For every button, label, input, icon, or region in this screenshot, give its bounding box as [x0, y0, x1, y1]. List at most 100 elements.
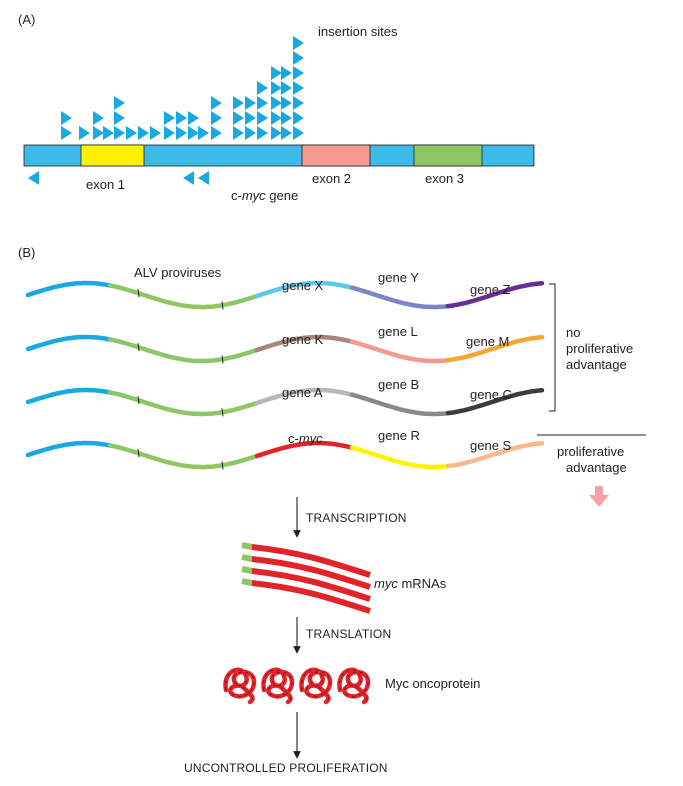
myc-oncoprotein-icon — [337, 667, 371, 705]
provirus-boundary-tick — [221, 301, 224, 310]
insertion-site-arrow-icon — [93, 126, 104, 140]
no-advantage-line1: no — [566, 325, 580, 340]
row3-segment-3 — [254, 387, 354, 406]
myc-oncoprotein-icon — [299, 667, 333, 705]
insertion-sites-label: insertion sites — [318, 24, 398, 39]
insertion-site-arrow-icon — [164, 111, 175, 125]
row1-segment-3 — [254, 280, 354, 299]
outcome-label: UNCONTROLLED PROLIFERATION — [184, 761, 388, 775]
insertion-site-arrow-icon — [211, 96, 222, 110]
advantage-line1: proliferative — [557, 444, 624, 459]
row1-segment-1 — [25, 280, 113, 298]
no-advantage-line2: proliferative — [566, 341, 633, 356]
insertion-site-arrow-icon — [271, 126, 282, 140]
insertion-site-arrow-icon — [61, 126, 72, 140]
row3-segment-2 — [107, 390, 259, 417]
exon-2-label: exon 2 — [312, 171, 351, 186]
exon-1-block — [80, 144, 145, 167]
insertion-site-arrow-icon — [245, 111, 256, 125]
insertion-site-arrow-icon — [281, 81, 292, 95]
advantage-line2: advantage — [566, 460, 627, 475]
insertion-site-arrow-icon — [211, 111, 222, 125]
provirus-boundary-tick — [221, 408, 224, 417]
insertion-site-arrow-icon — [233, 111, 244, 125]
insertion-site-arrow-icon — [126, 126, 137, 140]
provirus-boundary-tick — [221, 355, 224, 364]
insertion-site-arrow-icon — [150, 126, 161, 140]
row3-gene2-label: gene B — [378, 377, 419, 392]
reverse-insertion-site-arrow-icon — [183, 171, 194, 185]
chromosome-strands — [25, 280, 545, 470]
row4-gene2-label: gene R — [378, 428, 420, 443]
row3-segment-5 — [445, 388, 545, 416]
myc-oncoprotein-icon — [223, 667, 257, 705]
row1-gene3-label: gene Z — [470, 282, 511, 297]
insertion-site-arrow-icon — [245, 126, 256, 140]
row3-gene3-label: gene C — [470, 387, 512, 402]
translation-label: TRANSLATION — [306, 627, 391, 641]
insertion-site-arrow-icon — [257, 126, 268, 140]
insertion-site-arrow-icon — [233, 96, 244, 110]
insertion-site-arrow-icon — [61, 111, 72, 125]
insertion-site-arrow-icon — [245, 96, 256, 110]
insertion-site-arrow-icon — [281, 111, 292, 125]
row2-gene2-label: gene L — [378, 324, 418, 339]
insertion-site-arrow-icon — [233, 126, 244, 140]
row4-segment-4 — [349, 445, 451, 470]
insertion-site-arrow-icon — [257, 96, 268, 110]
myc-mrnas-label: myc mRNAs — [374, 576, 447, 591]
row3-segment-4 — [349, 392, 451, 417]
row2-segment-5 — [445, 335, 545, 363]
insertion-site-arrow-icon — [103, 126, 114, 140]
row3-segment-1 — [25, 387, 113, 405]
c-myc-gene-label: c-myc gene — [231, 188, 298, 203]
gene-bar-background — [23, 144, 535, 167]
insertion-site-arrow-icon — [281, 126, 292, 140]
insertion-site-arrow-icon — [257, 111, 268, 125]
row4-segment-5 — [445, 441, 545, 469]
insertion-site-arrow-icon — [293, 51, 304, 65]
insertion-site-arrow-icon — [293, 66, 304, 80]
insertion-site-arrow-icon — [188, 126, 199, 140]
myc-oncoprotein-icons — [223, 667, 371, 705]
row4-gene3-label: gene S — [470, 438, 512, 453]
alv-proviruses-label: ALV proviruses — [134, 265, 222, 280]
row3-gene1-label: gene A — [282, 385, 323, 400]
insertion-site-arrow-icon — [293, 126, 304, 140]
row1-segment-4 — [349, 285, 451, 310]
panel-a-label: (A) — [18, 12, 35, 27]
insertion-site-arrow-icon — [293, 96, 304, 110]
row2-segment-2 — [107, 337, 259, 364]
insertion-site-arrow-icon — [138, 126, 149, 140]
insertion-sites — [28, 36, 304, 185]
insertion-site-arrow-icon — [293, 36, 304, 50]
row1-gene2-label: gene Y — [378, 270, 419, 285]
row2-segment-1 — [25, 334, 113, 352]
reverse-insertion-site-arrow-icon — [28, 171, 39, 185]
insertion-site-arrow-icon — [271, 66, 282, 80]
insertion-site-arrow-icon — [188, 111, 199, 125]
insertion-site-arrow-icon — [176, 111, 187, 125]
insertion-site-arrow-icon — [271, 81, 282, 95]
insertion-site-arrow-icon — [281, 66, 292, 80]
c-myc-gene-bar — [23, 144, 535, 167]
insertion-site-arrow-icon — [293, 81, 304, 95]
provirus-boundary-tick — [137, 343, 140, 352]
insertion-site-arrow-icon — [281, 96, 292, 110]
row2-gene1-label: gene K — [282, 332, 324, 347]
no-advantage-bracket — [549, 283, 556, 412]
insertion-site-arrow-icon — [257, 81, 268, 95]
row2-gene3-label: gene M — [466, 334, 509, 349]
row4-segment-1 — [25, 440, 113, 458]
provirus-boundary-tick — [221, 461, 224, 470]
exon-3-label: exon 3 — [425, 171, 464, 186]
row4-segment-3 — [254, 440, 354, 459]
myc-oncoprotein-label: Myc oncoprotein — [385, 676, 480, 691]
row4-segment-2 — [107, 443, 259, 470]
insertion-site-arrow-icon — [271, 96, 282, 110]
exon-2-block — [301, 144, 371, 167]
row4-gene1-label: c-myc — [288, 431, 323, 446]
insertion-site-arrow-icon — [79, 126, 90, 140]
insertion-site-arrow-icon — [198, 126, 209, 140]
